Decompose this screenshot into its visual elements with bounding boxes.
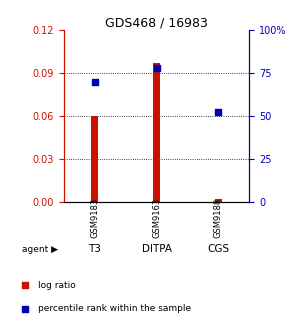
Title: GDS468 / 16983: GDS468 / 16983	[105, 16, 208, 29]
Bar	[153, 63, 160, 202]
Text: DITPA: DITPA	[142, 245, 172, 254]
Text: GSM9188: GSM9188	[214, 198, 223, 238]
Text: T3: T3	[88, 245, 101, 254]
Bar	[215, 199, 222, 202]
Point	[93, 79, 97, 84]
Text: agent ▶: agent ▶	[22, 245, 58, 254]
Point	[216, 110, 221, 115]
Point	[154, 65, 159, 71]
Text: percentile rank within the sample: percentile rank within the sample	[38, 304, 191, 313]
Point	[23, 306, 27, 311]
Point	[23, 283, 27, 288]
Text: CGS: CGS	[207, 245, 229, 254]
Text: log ratio: log ratio	[38, 281, 76, 290]
Text: GSM9163: GSM9163	[152, 198, 161, 238]
Text: GSM9183: GSM9183	[90, 198, 99, 238]
Bar	[91, 116, 98, 202]
